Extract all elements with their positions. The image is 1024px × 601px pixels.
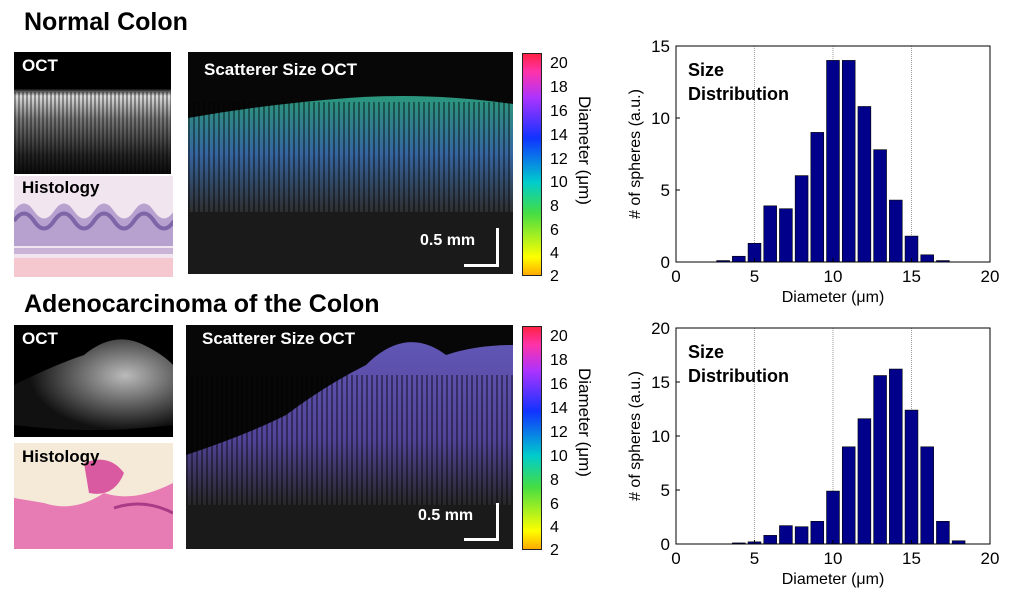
y-tick-label: 5 bbox=[661, 181, 670, 200]
x-tick-label: 5 bbox=[750, 549, 759, 568]
y-tick-label: 10 bbox=[651, 427, 670, 446]
colorbar-label-adenocarcinoma: Diameter (μm) bbox=[575, 368, 594, 477]
y-tick-label: 5 bbox=[661, 481, 670, 500]
bar bbox=[857, 106, 872, 263]
y-tick-label: 0 bbox=[661, 535, 670, 554]
y-tick-label: 15 bbox=[651, 37, 670, 56]
bar bbox=[857, 418, 872, 545]
colorbar-tick: 6 bbox=[550, 496, 559, 513]
x-axis-label: Diameter (μm) bbox=[782, 571, 885, 588]
histology-label-adenocarcinoma: Histology bbox=[22, 447, 100, 466]
colorbar-tick: 14 bbox=[550, 127, 568, 144]
bar bbox=[936, 521, 950, 545]
y-tick-label: 0 bbox=[661, 253, 670, 272]
size-distribution-chart-adenocarcinoma: 0 5 10 15 20 0 5 10 15 20 Diameter (μm) # of sphere… bbox=[627, 319, 1000, 588]
bar bbox=[794, 175, 809, 263]
x-axis-label: Diameter (μm) bbox=[782, 289, 885, 306]
histology-image-normal: Histology bbox=[14, 176, 173, 277]
y-axis-label: # of spheres (a.u.) bbox=[627, 89, 644, 219]
colorbar-tick: 2 bbox=[550, 268, 559, 285]
bar bbox=[794, 526, 809, 545]
bar bbox=[889, 368, 903, 545]
bar bbox=[779, 525, 793, 545]
y-tick-label: 10 bbox=[651, 109, 670, 128]
colorbar-tick: 8 bbox=[550, 472, 559, 489]
section-title-normal: Normal Colon bbox=[24, 8, 188, 36]
colorbar-tick: 4 bbox=[550, 519, 559, 536]
scalebar-vertical-normal bbox=[496, 228, 499, 267]
colorbar-adenocarcinoma bbox=[522, 326, 542, 550]
x-tick-label: 5 bbox=[750, 267, 759, 286]
colorbar-tick: 4 bbox=[550, 245, 559, 262]
oct-label-normal: OCT bbox=[22, 56, 58, 75]
bar bbox=[826, 60, 840, 263]
colorbar-tick: 14 bbox=[550, 400, 568, 417]
colorbar-tick: 16 bbox=[550, 376, 568, 393]
bar bbox=[763, 205, 777, 263]
bar bbox=[920, 446, 934, 545]
bar bbox=[810, 521, 825, 545]
scatterer-image-adenocarcinoma: Scatterer Size OCT 0.5 mm bbox=[186, 325, 513, 549]
chart-annotation: Size Distribution bbox=[688, 342, 789, 386]
size-distribution-chart-normal: 0 5 10 15 20 0 5 10 15 Diameter (μm) # of spheres … bbox=[627, 37, 1000, 306]
scalebar-horizontal-adenocarcinoma bbox=[464, 538, 499, 541]
scalebar-label-normal: 0.5 mm bbox=[420, 232, 476, 249]
bar bbox=[810, 132, 825, 263]
x-tick-label: 20 bbox=[981, 267, 1000, 286]
colorbar-normal bbox=[522, 53, 542, 276]
x-tick-label: 10 bbox=[824, 267, 843, 286]
colorbar-tick: 20 bbox=[550, 55, 568, 72]
y-tick-label: 15 bbox=[651, 373, 670, 392]
x-tick-label: 10 bbox=[824, 549, 843, 568]
x-tick-label: 20 bbox=[981, 549, 1000, 568]
y-tick-label: 20 bbox=[651, 319, 670, 338]
colorbar-tick: 6 bbox=[550, 222, 559, 239]
chart-annotation: Size Distribution bbox=[688, 60, 789, 104]
bar bbox=[873, 149, 887, 263]
bar bbox=[904, 409, 919, 545]
bar bbox=[763, 535, 777, 545]
x-tick-label: 15 bbox=[902, 549, 921, 568]
scalebar-label-adenocarcinoma: 0.5 mm bbox=[418, 507, 474, 524]
bar bbox=[779, 208, 793, 263]
colorbar-tick: 12 bbox=[550, 424, 568, 441]
scalebar-vertical-adenocarcinoma bbox=[496, 503, 499, 541]
colorbar-tick: 20 bbox=[550, 328, 568, 345]
oct-image-normal: OCT bbox=[14, 52, 171, 174]
section-title-adenocarcinoma: Adenocarcinoma of the Colon bbox=[24, 290, 380, 318]
colorbar-tick: 18 bbox=[550, 352, 568, 369]
x-tick-label: 15 bbox=[902, 267, 921, 286]
colorbar-tick: 2 bbox=[550, 542, 559, 559]
colorbar-tick: 18 bbox=[550, 79, 568, 96]
colorbar-tick: 16 bbox=[550, 103, 568, 120]
histology-image-adenocarcinoma: Histology bbox=[14, 443, 173, 549]
colorbar-label-normal: Diameter (μm) bbox=[575, 96, 594, 205]
scatterer-label-adenocarcinoma: Scatterer Size OCT bbox=[202, 329, 356, 348]
colorbar-tick: 10 bbox=[550, 448, 568, 465]
x-tick-label: 0 bbox=[671, 267, 680, 286]
scalebar-horizontal-normal bbox=[464, 264, 499, 267]
histology-label-normal: Histology bbox=[22, 178, 100, 197]
bar bbox=[732, 255, 746, 263]
scatterer-label-normal: Scatterer Size OCT bbox=[204, 60, 358, 79]
scatterer-image-normal: Scatterer Size OCT 0.5 mm bbox=[188, 52, 513, 274]
bar bbox=[841, 446, 856, 545]
oct-image-adenocarcinoma: OCT bbox=[14, 325, 173, 437]
colorbar-tick: 10 bbox=[550, 174, 568, 191]
colorbar-tick: 12 bbox=[550, 151, 568, 168]
bar bbox=[920, 254, 934, 263]
colorbar-tick: 8 bbox=[550, 198, 559, 215]
bar bbox=[826, 490, 840, 545]
bar bbox=[841, 60, 856, 263]
bar bbox=[873, 375, 887, 545]
y-axis-label: # of spheres (a.u.) bbox=[627, 371, 644, 501]
oct-label-adenocarcinoma: OCT bbox=[22, 329, 58, 348]
x-tick-label: 0 bbox=[671, 549, 680, 568]
bar bbox=[889, 199, 903, 263]
